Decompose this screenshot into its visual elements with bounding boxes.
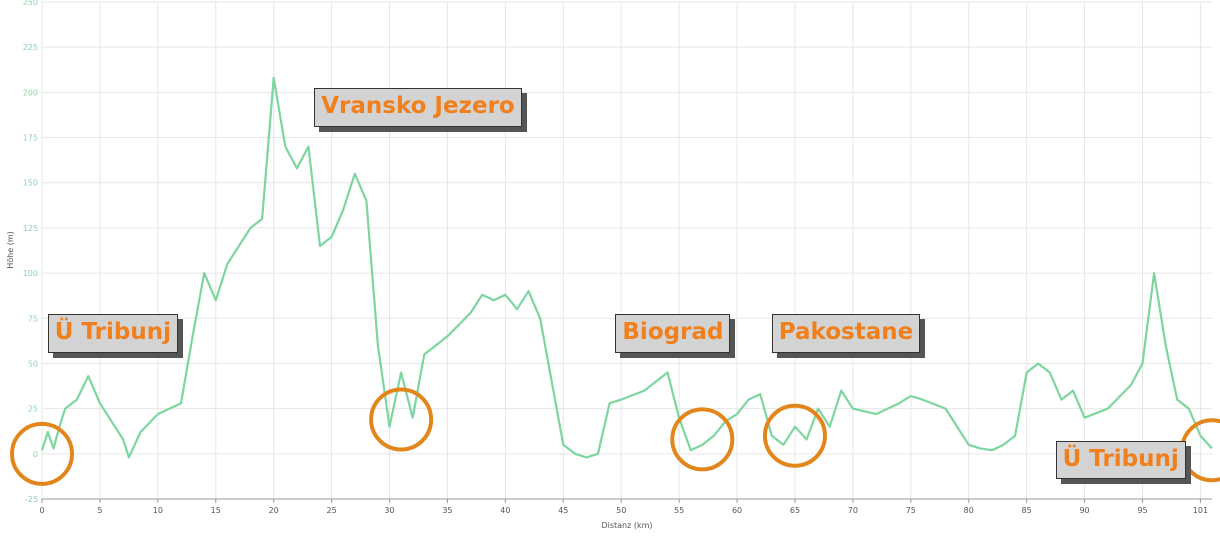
x-tick-label: 20 <box>269 506 279 515</box>
y-tick-label: 25 <box>28 405 38 414</box>
annotation-label: Pakostane <box>771 314 921 353</box>
highlight-circle <box>10 421 74 486</box>
highlight-circle <box>670 407 735 472</box>
x-tick-label: 45 <box>558 506 568 515</box>
elevation-line <box>40 76 1213 459</box>
annotation-label: Ü Tribunj <box>47 314 178 353</box>
x-tick-label: 40 <box>500 506 510 515</box>
y-tick-label: 150 <box>23 179 38 188</box>
x-tick-label: 5 <box>97 506 102 515</box>
x-tick-label: 25 <box>327 506 337 515</box>
x-tick-label: 30 <box>384 506 394 515</box>
highlight-circle <box>762 403 827 468</box>
x-axis-title: Distanz (km) <box>601 521 652 530</box>
x-tick-label: 95 <box>1137 506 1147 515</box>
x-tick-label: 65 <box>790 506 800 515</box>
plot-area <box>42 2 1212 499</box>
y-tick-label: -25 <box>25 495 38 504</box>
x-tick-label: 0 <box>39 506 44 515</box>
highlight-circle <box>369 387 434 452</box>
x-tick-label: 85 <box>1022 506 1032 515</box>
y-tick-label: 75 <box>28 314 38 323</box>
y-tick-label: 0 <box>33 450 38 459</box>
annotation-label: Vransko Jezero <box>314 88 522 128</box>
x-tick-label: 15 <box>211 506 221 515</box>
y-tick-label: 250 <box>23 0 38 7</box>
y-axis-title: Höhe (m) <box>6 231 15 268</box>
x-tick-label: 80 <box>964 506 974 515</box>
y-tick-label: 50 <box>28 359 38 368</box>
x-tick-label: 50 <box>616 506 626 515</box>
x-tick-label: 55 <box>674 506 684 515</box>
annotation-label: Biograd <box>615 314 731 353</box>
y-tick-label: 225 <box>23 43 38 52</box>
x-tick-label: 70 <box>848 506 858 515</box>
y-tick-label: 200 <box>23 88 38 97</box>
x-tick-label: 35 <box>442 506 452 515</box>
y-tick-label: 175 <box>23 134 38 143</box>
y-tick-label: 125 <box>23 224 38 233</box>
y-tick-label: 100 <box>23 269 38 278</box>
y-axis-ticks: -25 0 25 50 75 100 125 150 175 200 225 250 <box>23 0 38 504</box>
x-tick-label: 90 <box>1079 506 1089 515</box>
annotation-label: Ü Tribunj <box>1055 440 1186 480</box>
x-axis-ticks: 0 5 10 15 20 25 30 35 40 45 50 55 60 65 70 75 80 85 90 95 10… <box>39 499 1208 515</box>
gridlines <box>41 1 1212 500</box>
x-tick-label: 10 <box>153 506 163 515</box>
x-tick-label: 60 <box>732 506 742 515</box>
x-tick-label: 75 <box>906 506 916 515</box>
x-tick-label: 101 <box>1193 506 1208 515</box>
